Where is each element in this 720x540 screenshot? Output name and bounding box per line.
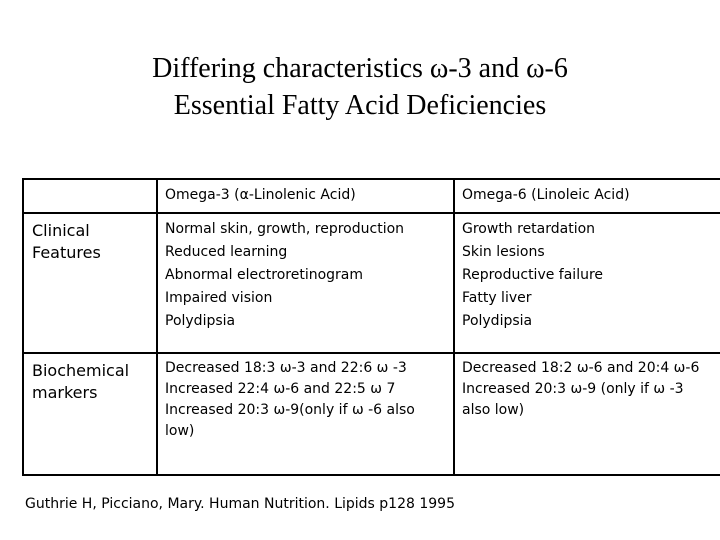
- title-line-2: Essential Fatty Acid Deficiencies: [173, 90, 547, 121]
- list-item: Abnormal electroretinogram: [165, 267, 364, 283]
- header-omega6: Omega-6 (Linoleic Acid): [453, 178, 720, 214]
- list-item: Decreased 18:2 ω-6 and 20:4 ω-6: [462, 360, 700, 376]
- list-item: Increased 22:4 ω-6 and 22:5 ω 7: [165, 381, 396, 397]
- header-empty-cell: [22, 178, 158, 214]
- table-row-biochemical: Biochemical markers Decreased 18:3 ω-3 a…: [22, 352, 720, 476]
- table-row-clinical: Clinical Features Normal skin, growth, r…: [22, 212, 720, 354]
- list-item: Reproductive failure: [462, 267, 604, 283]
- list-item: Reduced learning: [165, 244, 288, 260]
- list-item: Increased 20:3 ω-9(only if ω -6 also low…: [165, 402, 415, 439]
- row-label-cell: Biochemical markers: [22, 352, 158, 476]
- clinical-omega3-cell: Normal skin, growth, reproduction Reduce…: [156, 212, 455, 354]
- row-label-cell: Clinical Features: [22, 212, 158, 354]
- header-omega6-text: Omega-6 (Linoleic Acid): [462, 187, 630, 203]
- list-item: Polydipsia: [462, 313, 533, 329]
- clinical-omega6-cell: Growth retardation Skin lesions Reproduc…: [453, 212, 720, 354]
- header-omega3-text: Omega-3 (α-Linolenic Acid): [165, 187, 356, 203]
- list-item: Polydipsia: [165, 313, 236, 329]
- list-item: Fatty liver: [462, 290, 532, 306]
- title-line-1: Differing characteristics ω-3 and ω-6: [152, 53, 568, 84]
- table-header-row: Omega-3 (α-Linolenic Acid) Omega-6 (Lino…: [22, 178, 720, 214]
- list-item: Increased 20:3 ω-9 (only if ω -3 also lo…: [462, 381, 684, 418]
- list-item: Impaired vision: [165, 290, 273, 306]
- biochem-omega6-cell: Decreased 18:2 ω-6 and 20:4 ω-6 Increase…: [453, 352, 720, 476]
- slide-title: Differing characteristics ω-3 and ω-6 Es…: [0, 50, 720, 124]
- list-item: Growth retardation: [462, 221, 596, 237]
- list-item: Skin lesions: [462, 244, 545, 260]
- citation: Guthrie H, Picciano, Mary. Human Nutriti…: [25, 496, 455, 512]
- row-label-clinical: Clinical Features: [32, 221, 101, 262]
- header-omega3: Omega-3 (α-Linolenic Acid): [156, 178, 455, 214]
- biochem-omega3-cell: Decreased 18:3 ω-3 and 22:6 ω -3 Increas…: [156, 352, 455, 476]
- list-item: Normal skin, growth, reproduction: [165, 221, 405, 237]
- list-item: Decreased 18:3 ω-3 and 22:6 ω -3: [165, 360, 407, 376]
- deficiency-table: Omega-3 (α-Linolenic Acid) Omega-6 (Lino…: [22, 178, 720, 476]
- row-label-biochemical: Biochemical markers: [32, 361, 130, 402]
- header-empty-text: [24, 180, 156, 186]
